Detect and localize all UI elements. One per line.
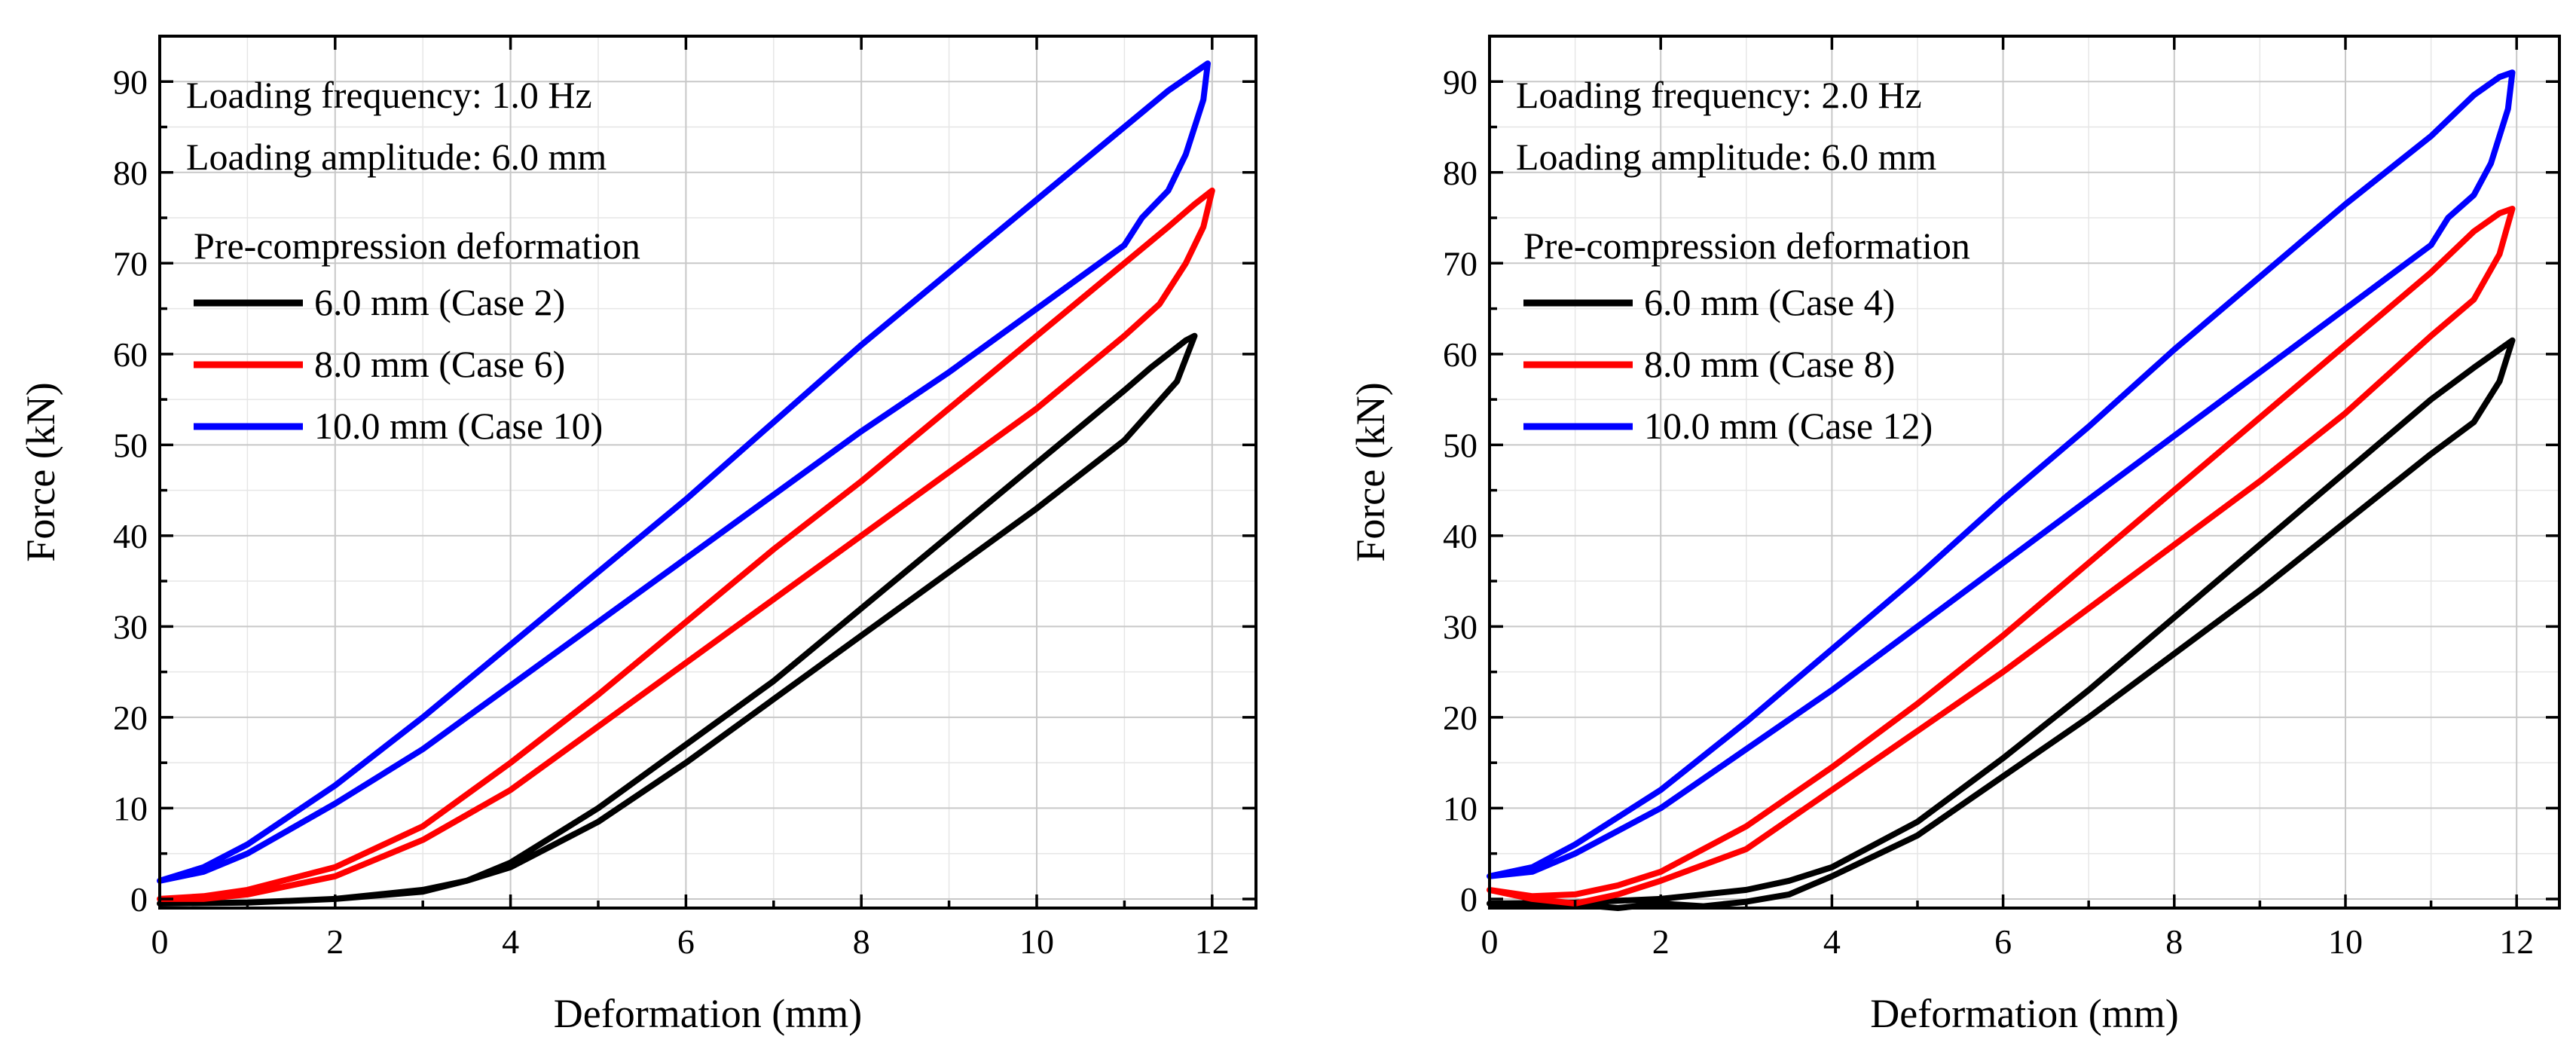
y-tick-label: 60	[1443, 335, 1477, 374]
x-tick-label: 12	[1195, 922, 1230, 961]
x-tick-label: 8	[853, 922, 870, 961]
y-tick-label: 10	[113, 789, 148, 827]
legend-label-2: 8.0 mm (Case 8)	[1644, 343, 1895, 385]
series-group	[1487, 69, 2516, 911]
series-group	[157, 60, 1215, 907]
y-tick-label: 0	[1460, 880, 1477, 919]
y-tick-label: 50	[1443, 426, 1477, 464]
x-tick-label: 10	[2328, 922, 2363, 961]
plot-frame	[158, 35, 1257, 910]
y-tick-label: 0	[130, 880, 148, 919]
tick-labels: 0 2 4 6 8 10 12 0 10 20 30 40 50 60 70 80 90	[1443, 63, 2534, 961]
y-tick-label: 90	[113, 63, 148, 101]
x-tick-label: 0	[1481, 922, 1499, 961]
series-line-1	[157, 332, 1198, 907]
x-axis-title: Deformation (mm)	[1870, 991, 2178, 1036]
x-tick-label: 2	[326, 922, 344, 961]
annotation-text: Loading frequency: 2.0 Hz	[1516, 74, 1922, 116]
y-tick-label: 30	[1443, 607, 1477, 646]
legend-label-3: 10.0 mm (Case 10)	[314, 405, 603, 447]
series-line-1	[1487, 337, 2516, 911]
annotations: Loading frequency: 1.0 Hz Loading amplitu…	[186, 74, 607, 178]
annotation-text: Loading frequency: 1.0 Hz	[186, 74, 592, 116]
annotations: Loading frequency: 2.0 Hz Loading amplitu…	[1516, 74, 1936, 178]
y-tick-label: 20	[113, 699, 148, 737]
x-tick-label: 4	[1823, 922, 1841, 961]
y-tick-label: 70	[113, 244, 148, 283]
y-tick-label: 90	[1443, 63, 1477, 101]
x-tick-label: 0	[151, 922, 169, 961]
plot-frame	[1488, 35, 2561, 910]
major-grid	[1490, 36, 2559, 908]
y-tick-label: 80	[113, 154, 148, 192]
x-tick-label: 6	[677, 922, 695, 961]
x-tick-label: 6	[1994, 922, 2012, 961]
y-tick-label: 30	[113, 607, 148, 646]
legend: Pre-compression deformation 6.0 mm (Case …	[1523, 225, 1970, 447]
y-tick-label: 20	[1443, 699, 1477, 737]
x-tick-label: 4	[502, 922, 519, 961]
legend-label-1: 6.0 mm (Case 2)	[314, 281, 565, 323]
annotation-text: Loading amplitude: 6.0 mm	[186, 136, 607, 178]
y-tick-label: 50	[113, 426, 148, 464]
annotation-text: Loading amplitude: 6.0 mm	[1516, 136, 1936, 178]
y-tick-label: 40	[113, 517, 148, 555]
series-line-3	[1487, 69, 2516, 879]
axis-ticks	[1488, 36, 2559, 908]
series-line-2	[157, 187, 1215, 902]
legend: Pre-compression deformation 6.0 mm (Case …	[194, 225, 640, 447]
axis-ticks	[158, 36, 1256, 908]
legend-label-2: 8.0 mm (Case 6)	[314, 343, 565, 385]
y-axis-title: Force (kN)	[18, 382, 63, 561]
x-tick-label: 2	[1652, 922, 1670, 961]
series-line-2	[1487, 206, 2516, 907]
x-tick-label: 12	[2499, 922, 2534, 961]
y-tick-label: 80	[1443, 154, 1477, 192]
y-tick-label: 70	[1443, 244, 1477, 283]
series-line-3	[157, 60, 1211, 884]
chart-panel-2: 0 2 4 6 8 10 12 0 10 20 30 40 50 60 70 80 90 Deformation …	[1348, 35, 2561, 1036]
legend-label-1: 6.0 mm (Case 4)	[1644, 281, 1895, 323]
tick-labels: 0 2 4 6 8 10 12 0 10 20 30 40 50 60 70 80 90	[113, 63, 1230, 961]
y-tick-label: 40	[1443, 517, 1477, 555]
x-tick-label: 8	[2165, 922, 2183, 961]
x-tick-label: 10	[1019, 922, 1054, 961]
legend-title: Pre-compression deformation	[194, 225, 640, 267]
legend-title: Pre-compression deformation	[1523, 225, 1970, 267]
major-grid	[160, 36, 1256, 908]
chart-panel-1: 0 2 4 6 8 10 12 0 10 20 30 40 50 60 70 80 90 Deformation …	[18, 35, 1257, 1036]
x-axis-title: Deformation (mm)	[554, 991, 862, 1036]
legend-label-3: 10.0 mm (Case 12)	[1644, 405, 1933, 447]
y-tick-label: 10	[1443, 789, 1477, 827]
y-tick-label: 60	[113, 335, 148, 374]
y-axis-title: Force (kN)	[1348, 382, 1393, 561]
